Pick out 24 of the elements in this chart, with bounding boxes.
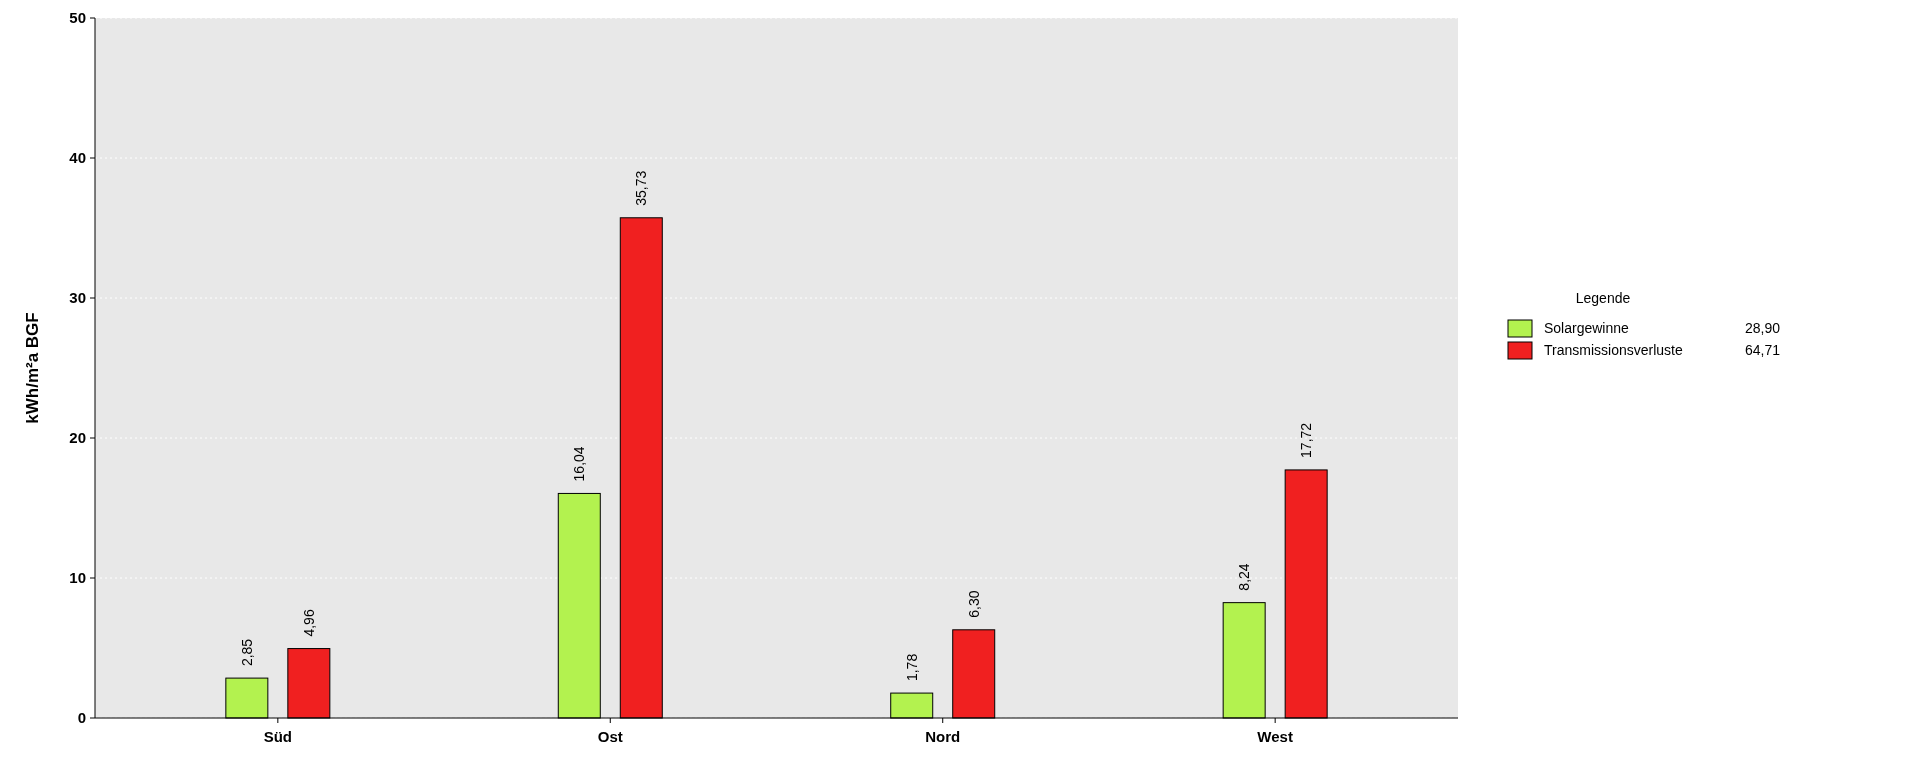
text: 28,90 (1744, 319, 1781, 336)
data-label: 2,85 (238, 638, 255, 667)
y-tick-label: 50 (69, 9, 86, 27)
y-tick-label: 10 (69, 569, 86, 587)
legend-title: Legende (1575, 290, 1631, 306)
y-tick-label: 20 (69, 429, 86, 447)
y-tick-label: 40 (69, 149, 86, 167)
data-label: 16,04 (571, 446, 588, 482)
y-axis-title: kWh/m²a BGF (23, 312, 42, 424)
data-label: 17,72 (1298, 422, 1315, 458)
data-label: 4,96 (300, 609, 317, 637)
x-tick-label: Süd (263, 728, 293, 745)
y-tick-label: 30 (69, 289, 86, 307)
data-label: 35,73 (633, 170, 650, 206)
x-tick-label: West (1257, 728, 1293, 745)
data-label: 1,78 (903, 653, 920, 682)
legend-label: Solargewinne (1544, 319, 1630, 336)
data-label: 6,30 (965, 590, 982, 618)
text: 64,71 (1744, 341, 1781, 358)
data-label: 8,24 (1236, 563, 1253, 591)
x-tick-label: Nord (925, 728, 961, 745)
legend-label: Transmissionsverluste (1544, 341, 1683, 358)
x-tick-label: Ost (597, 728, 623, 745)
y-tick-label: 0 (77, 709, 86, 727)
